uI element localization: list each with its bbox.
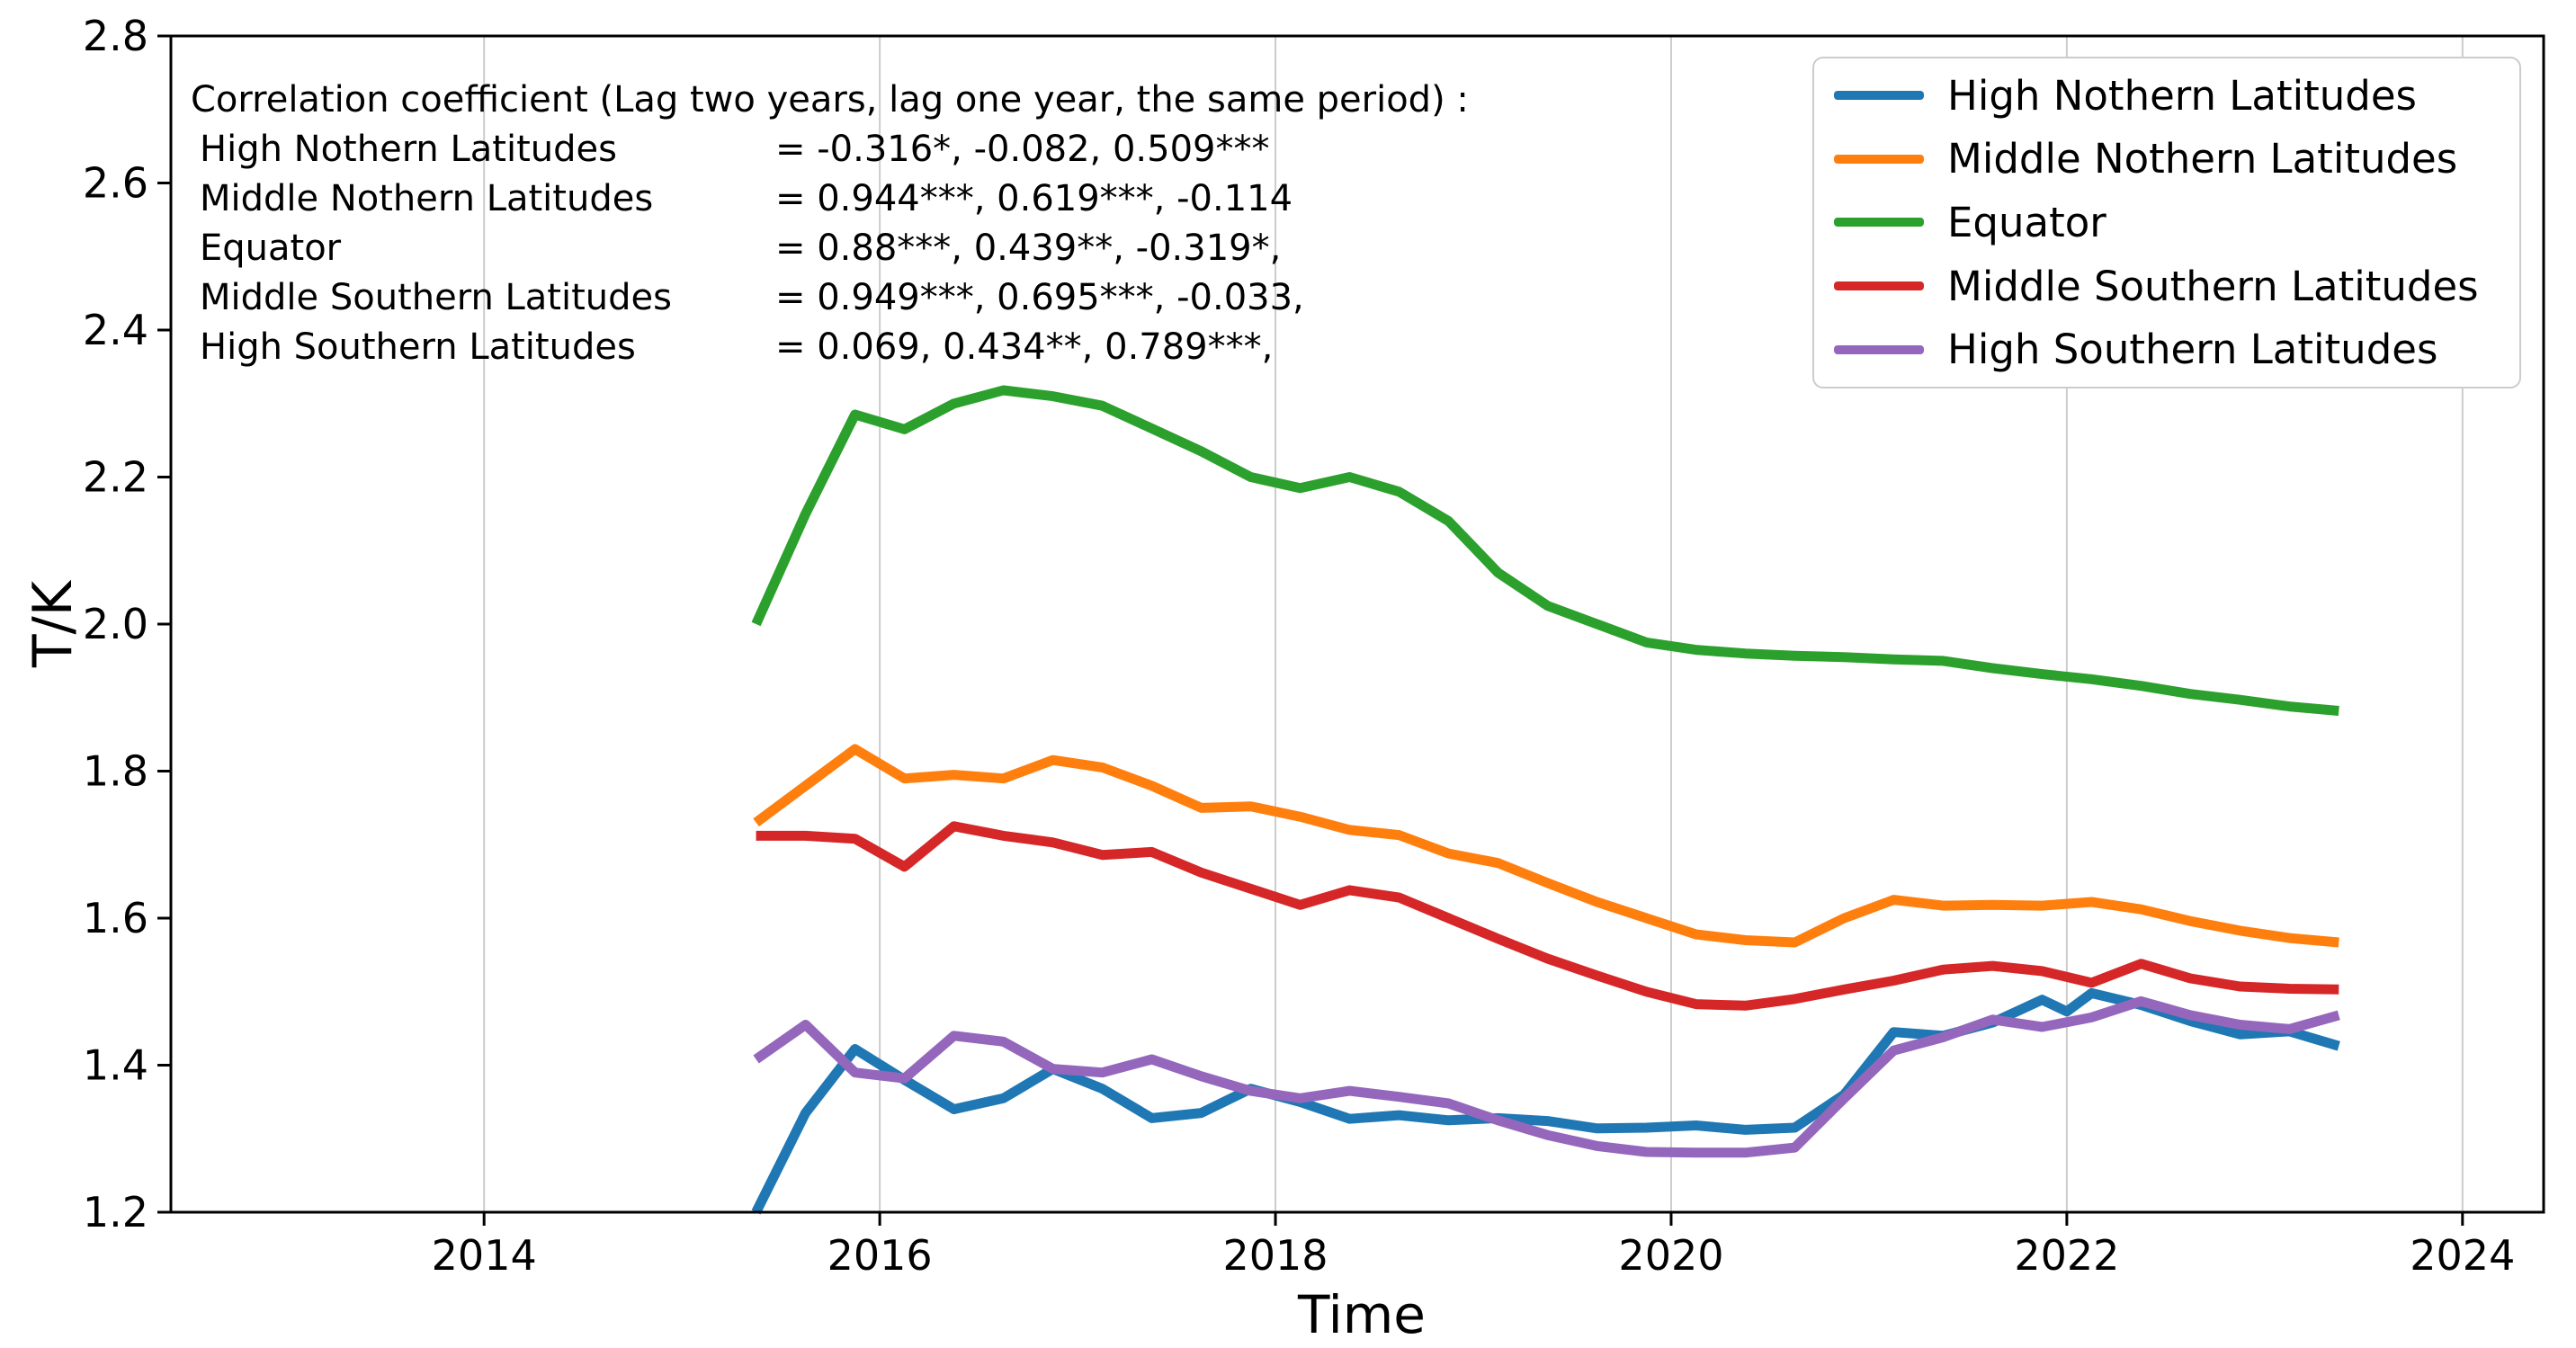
annotation-title: Correlation coefficient (Lag two years, … (191, 79, 1469, 121)
series-line-middle-southern-latitudes (756, 821, 2339, 1011)
x-axis-title: Time (1298, 1284, 1426, 1345)
y-tick-label-1.2: 1.2 (83, 1188, 148, 1236)
series-line-equator (751, 385, 2339, 716)
annotation-series-label: Equator (200, 228, 342, 269)
y-tick-label-2.4: 2.4 (83, 306, 148, 354)
legend-row-middle-nothern-latitudes: Middle Nothern Latitudes (1814, 135, 2519, 183)
legend-line-swatch (1834, 154, 1924, 164)
legend-line-swatch (1834, 281, 1924, 291)
y-tick-label-2: 2.0 (83, 600, 148, 648)
annotation-series-value: = -0.316*, -0.082, 0.509*** (775, 129, 1270, 170)
y-tick-label-2.2: 2.2 (83, 453, 148, 502)
annotation-row: Middle Southern Latitudes = 0.949***, 0.6… (191, 273, 1469, 323)
annotation-series-label: High Nothern Latitudes (200, 129, 617, 170)
series-line-high-southern-latitudes (753, 995, 2340, 1158)
legend: High Nothern Latitudes Middle Nothern Lat… (1812, 57, 2521, 388)
correlation-annotation: Correlation coefficient (Lag two years, … (191, 76, 1469, 372)
annotation-row: Middle Nothern Latitudes = 0.944***, 0.61… (191, 174, 1469, 224)
annotation-series-value: = 0.069, 0.434**, 0.789***, (775, 326, 1274, 368)
legend-line-swatch (1834, 91, 1924, 101)
legend-label: High Southern Latitudes (1947, 326, 2438, 374)
series-line-middle-nothern-latitudes (753, 744, 2339, 948)
x-tick-label-2020: 2020 (1618, 1231, 1723, 1280)
legend-line-swatch (1834, 218, 1924, 228)
annotation-row: High Southern Latitudes = 0.069, 0.434**,… (191, 323, 1469, 372)
x-tick-label-2018: 2018 (1223, 1231, 1328, 1280)
legend-label: Middle Nothern Latitudes (1947, 135, 2458, 183)
annotation-row: Equator = 0.88***, 0.439**, -0.319*, (191, 224, 1469, 273)
y-tick-label-2.8: 2.8 (83, 12, 148, 60)
x-tick-label-2022: 2022 (2014, 1231, 2119, 1280)
x-tick-label-2016: 2016 (827, 1231, 933, 1280)
x-tick-label-2014: 2014 (432, 1231, 537, 1280)
legend-label: Middle Southern Latitudes (1947, 262, 2479, 310)
y-tick-label-2.6: 2.6 (83, 159, 148, 208)
annotation-series-label: Middle Nothern Latitudes (200, 178, 654, 219)
annotation-series-value: = 0.949***, 0.695***, -0.033, (775, 277, 1304, 318)
legend-row-middle-southern-latitudes: Middle Southern Latitudes (1814, 263, 2519, 310)
y-tick-label-1.8: 1.8 (83, 747, 148, 796)
y-tick-label-1.4: 1.4 (83, 1041, 148, 1090)
series-line-high-nothern-latitudes (751, 987, 2340, 1215)
annotation-series-value: = 0.88***, 0.439**, -0.319*, (775, 228, 1282, 269)
legend-label: Equator (1947, 198, 2106, 246)
legend-row-high-southern-latitudes: High Southern Latitudes (1814, 326, 2519, 373)
annotation-row: High Nothern Latitudes = -0.316*, -0.082,… (191, 125, 1469, 174)
legend-row-high-nothern-latitudes: High Nothern Latitudes (1814, 72, 2519, 120)
annotation-series-value: = 0.944***, 0.619***, -0.114 (775, 178, 1293, 219)
legend-line-swatch (1834, 344, 1924, 354)
y-tick-label-1.6: 1.6 (83, 894, 148, 942)
annotation-series-label: Middle Southern Latitudes (200, 277, 672, 318)
legend-row-equator: Equator (1814, 199, 2519, 246)
annotation-series-label: High Southern Latitudes (200, 326, 636, 368)
legend-label: High Nothern Latitudes (1947, 71, 2417, 120)
x-tick-label-2024: 2024 (2410, 1231, 2515, 1280)
